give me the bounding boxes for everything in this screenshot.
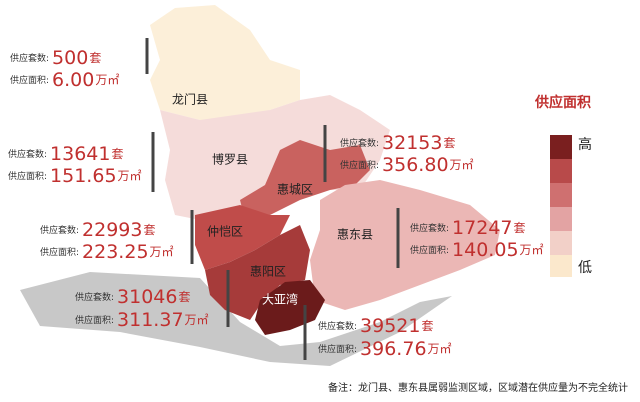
area-unit: 万㎡ bbox=[95, 73, 119, 87]
area-line: 供应面积: 311.37万㎡ bbox=[75, 309, 209, 331]
supply-line: 供应套数: 500套 bbox=[10, 47, 101, 69]
supply-unit: 套 bbox=[514, 221, 526, 235]
region-name: 大亚湾 bbox=[262, 292, 298, 307]
area-line: 供应面积: 223.25万㎡ bbox=[40, 241, 174, 263]
legend-swatch bbox=[550, 231, 572, 255]
area-value: 223.25 bbox=[82, 241, 148, 263]
supply-unit: 套 bbox=[144, 223, 156, 237]
shadow bbox=[20, 272, 452, 366]
region-name: 惠阳区 bbox=[250, 265, 286, 279]
supply-unit: 套 bbox=[112, 147, 124, 161]
supply-unit: 套 bbox=[422, 319, 434, 333]
supply-unit: 套 bbox=[444, 136, 456, 150]
legend-low: 低 bbox=[578, 260, 592, 276]
supply-value: 13641 bbox=[50, 143, 110, 165]
leader-bar bbox=[323, 125, 327, 182]
area-value: 6.00 bbox=[52, 69, 94, 91]
area-line: 供应面积: 151.65万㎡ bbox=[8, 165, 142, 187]
leader-bar bbox=[151, 132, 155, 192]
supply-label: 供应套数: bbox=[8, 148, 47, 160]
region-dayawan bbox=[255, 280, 325, 335]
region-name: 博罗县 bbox=[212, 152, 248, 167]
legend-swatch bbox=[550, 135, 572, 159]
area-label: 供应面积: bbox=[75, 314, 114, 326]
leader-bar bbox=[226, 270, 230, 327]
supply-line: 供应套数: 32153套 bbox=[340, 132, 456, 154]
supply-value: 32153 bbox=[382, 132, 442, 154]
legend-title: 供应面积 bbox=[534, 94, 591, 111]
area-label: 供应面积: bbox=[40, 246, 79, 258]
supply-line: 供应套数: 39521套 bbox=[318, 315, 434, 337]
area-label: 供应面积: bbox=[340, 159, 379, 171]
area-value: 356.80 bbox=[382, 154, 448, 176]
supply-line: 供应套数: 31046套 bbox=[75, 286, 191, 308]
area-unit: 万㎡ bbox=[450, 158, 474, 172]
area-unit: 万㎡ bbox=[185, 313, 209, 327]
supply-unit: 套 bbox=[89, 51, 101, 65]
area-line: 供应面积: 356.80万㎡ bbox=[340, 154, 474, 176]
region-zhongkai bbox=[195, 205, 290, 270]
supply-label: 供应套数: bbox=[340, 137, 379, 149]
legend-swatch bbox=[550, 255, 572, 277]
region-name: 仲恺区 bbox=[207, 225, 243, 239]
legend-high: 高 bbox=[578, 136, 592, 153]
area-unit: 万㎡ bbox=[428, 342, 452, 356]
region-huidong bbox=[310, 180, 500, 310]
area-line: 供应面积: 140.05万㎡ bbox=[410, 239, 544, 261]
supply-line: 供应套数: 17247套 bbox=[410, 217, 526, 239]
area-value: 311.37 bbox=[117, 309, 183, 331]
area-unit: 万㎡ bbox=[150, 245, 174, 259]
area-value: 151.65 bbox=[50, 165, 116, 187]
region-huicheng bbox=[240, 140, 370, 220]
area-label: 供应面积: bbox=[10, 74, 49, 86]
region-huiyang bbox=[205, 225, 310, 320]
area-line: 供应面积: 396.76万㎡ bbox=[318, 338, 452, 360]
leader-bar bbox=[190, 210, 194, 264]
region-longmen bbox=[150, 5, 300, 120]
area-line: 供应面积: 6.00万㎡ bbox=[10, 69, 119, 91]
supply-label: 供应套数: bbox=[410, 222, 449, 234]
supply-line: 供应套数: 13641套 bbox=[8, 143, 124, 165]
supply-value: 22993 bbox=[82, 219, 142, 241]
legend-swatch bbox=[550, 183, 572, 207]
footnote: 备注：龙门县、惠东县属弱监测区域，区域潜在供应量为不完全统计 bbox=[328, 381, 628, 394]
supply-value: 17247 bbox=[452, 217, 512, 239]
supply-label: 供应套数: bbox=[75, 291, 114, 303]
area-unit: 万㎡ bbox=[118, 169, 142, 183]
area-label: 供应面积: bbox=[8, 170, 47, 182]
legend-swatch bbox=[550, 159, 572, 183]
leader-bar bbox=[145, 38, 149, 74]
supply-value: 31046 bbox=[117, 286, 177, 308]
supply-line: 供应套数: 22993套 bbox=[40, 219, 156, 241]
region-name: 惠城区 bbox=[277, 183, 313, 197]
region-name: 龙门县 bbox=[172, 92, 208, 107]
supply-label: 供应套数: bbox=[40, 224, 79, 236]
supply-label: 供应套数: bbox=[10, 52, 49, 64]
area-value: 396.76 bbox=[360, 338, 426, 360]
area-value: 140.05 bbox=[452, 239, 518, 261]
legend-swatch bbox=[550, 207, 572, 231]
supply-label: 供应套数: bbox=[318, 320, 357, 332]
supply-unit: 套 bbox=[179, 290, 191, 304]
region-name: 惠东县 bbox=[337, 228, 373, 242]
leader-bar bbox=[396, 208, 400, 268]
area-unit: 万㎡ bbox=[520, 243, 544, 257]
supply-value: 39521 bbox=[360, 315, 420, 337]
leader-bar bbox=[303, 305, 307, 360]
area-label: 供应面积: bbox=[410, 244, 449, 256]
supply-value: 500 bbox=[52, 47, 88, 69]
area-label: 供应面积: bbox=[318, 343, 357, 355]
